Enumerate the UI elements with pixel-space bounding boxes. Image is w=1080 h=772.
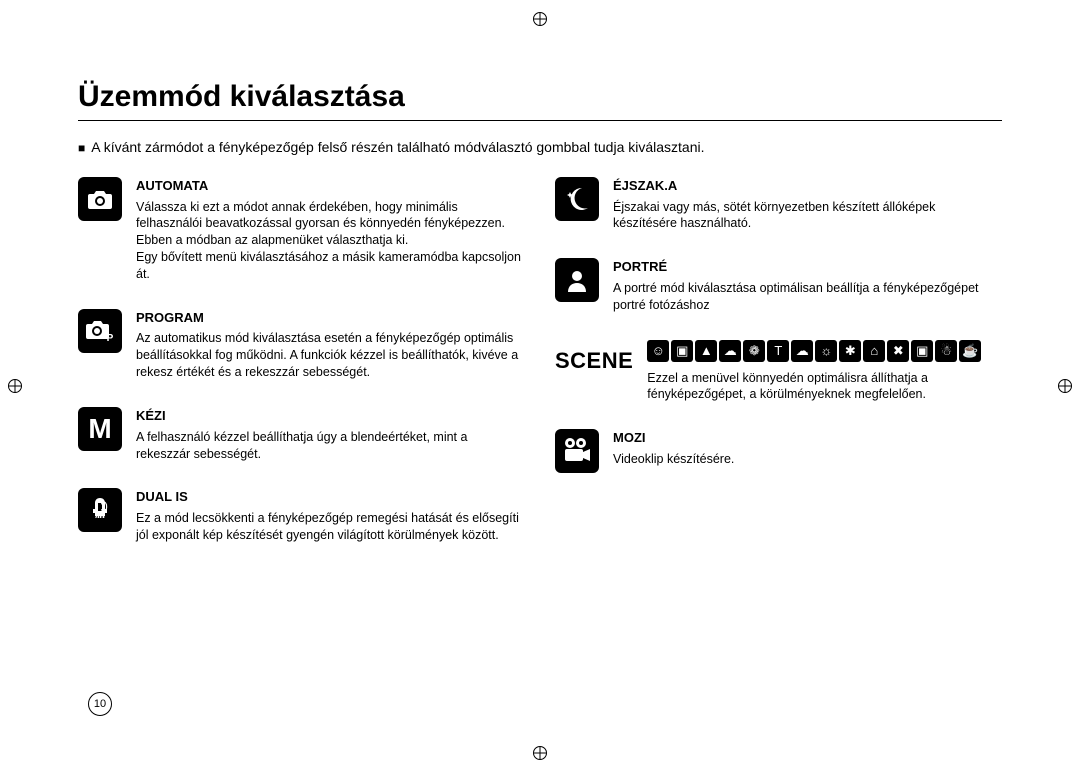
scene-mini-icon: ✖ [887, 340, 909, 362]
registration-mark-left [8, 379, 22, 393]
mode-desc: Videoklip készítésére. [613, 451, 1002, 468]
scene-mini-icon: ☼ [815, 340, 837, 362]
night-icon [555, 177, 599, 221]
right-column: ÉJSZAK.A Éjszakai vagy más, sötét környe… [555, 177, 1002, 570]
intro-text: A kívánt zármódot a fényképezőgép felső … [91, 139, 704, 155]
dual-is-icon: DUAL [78, 488, 122, 532]
mode-program: P PROGRAM Az automatikus mód kiválasztás… [78, 309, 525, 381]
mode-title: AUTOMATA [136, 177, 525, 195]
mode-title: ÉJSZAK.A [613, 177, 1002, 195]
registration-mark-bottom [533, 746, 547, 760]
mode-ejszaka: ÉJSZAK.A Éjszakai vagy más, sötét környe… [555, 177, 1002, 232]
registration-mark-top [533, 12, 547, 26]
intro-line: ■ A kívánt zármódot a fényképezőgép fels… [78, 139, 1002, 155]
mode-title: DUAL IS [136, 488, 525, 506]
intro-bullet: ■ [78, 141, 85, 155]
scene-mini-icon: ▣ [911, 340, 933, 362]
m-icon: M [78, 407, 122, 451]
mode-desc: Éjszakai vagy más, sötét környezetben ké… [613, 199, 1002, 233]
scene-label: SCENE [555, 348, 633, 374]
m-glyph: M [88, 413, 111, 445]
mode-title: KÉZI [136, 407, 525, 425]
mode-title: PORTRÉ [613, 258, 1002, 276]
title-rule [78, 120, 1002, 121]
left-column: AUTOMATA Válassza ki ezt a módot annak é… [78, 177, 525, 570]
mode-scene: SCENE ☺▣▲☁❁T☁☼✱⌂✖▣☃☕ Ezzel a menüvel kön… [555, 340, 1002, 404]
scene-mini-icon: ✱ [839, 340, 861, 362]
mode-title: PROGRAM [136, 309, 525, 327]
mode-columns: AUTOMATA Válassza ki ezt a módot annak é… [78, 177, 1002, 570]
mode-desc: A portré mód kiválasztása optimálisan be… [613, 280, 1002, 314]
page-number: 10 [88, 692, 112, 716]
mode-desc: Ezzel a menüvel könnyedén optimálisra ál… [647, 370, 1002, 404]
camera-p-icon: P [78, 309, 122, 353]
mode-title: MOZI [613, 429, 1002, 447]
scene-mini-icon: ▣ [671, 340, 693, 362]
mode-desc: Válassza ki ezt a módot annak érdekében,… [136, 199, 525, 283]
scene-mini-icon: ▲ [695, 340, 717, 362]
mode-desc: Ez a mód lecsökkenti a fényképezőgép rem… [136, 510, 525, 544]
mode-portre: PORTRÉ A portré mód kiválasztása optimál… [555, 258, 1002, 313]
page-title: Üzemmód kiválasztása [78, 80, 1002, 114]
scene-mini-icon: ❁ [743, 340, 765, 362]
scene-mini-icon: T [767, 340, 789, 362]
mode-automata: AUTOMATA Válassza ki ezt a módot annak é… [78, 177, 525, 283]
scene-mini-icon: ☁ [719, 340, 741, 362]
mode-dualis: DUAL DUAL IS Ez a mód lecsökkenti a fény… [78, 488, 525, 543]
movie-icon [555, 429, 599, 473]
camera-icon [78, 177, 122, 221]
mode-kezi: M KÉZI A felhasználó kézzel beállíthatja… [78, 407, 525, 462]
scene-mini-icon: ☃ [935, 340, 957, 362]
scene-mini-icon: ☕ [959, 340, 981, 362]
mode-mozi: MOZI Videoklip készítésére. [555, 429, 1002, 473]
scene-icons-row: ☺▣▲☁❁T☁☼✱⌂✖▣☃☕ [647, 340, 1002, 362]
mode-desc: Az automatikus mód kiválasztása esetén a… [136, 330, 525, 381]
scene-mini-icon: ☺ [647, 340, 669, 362]
scene-mini-icon: ☁ [791, 340, 813, 362]
scene-mini-icon: ⌂ [863, 340, 885, 362]
mode-desc: A felhasználó kézzel beállíthatja úgy a … [136, 429, 525, 463]
registration-mark-right [1058, 379, 1072, 393]
svg-text:DUAL: DUAL [93, 516, 107, 522]
portrait-icon [555, 258, 599, 302]
svg-text:P: P [107, 333, 114, 343]
